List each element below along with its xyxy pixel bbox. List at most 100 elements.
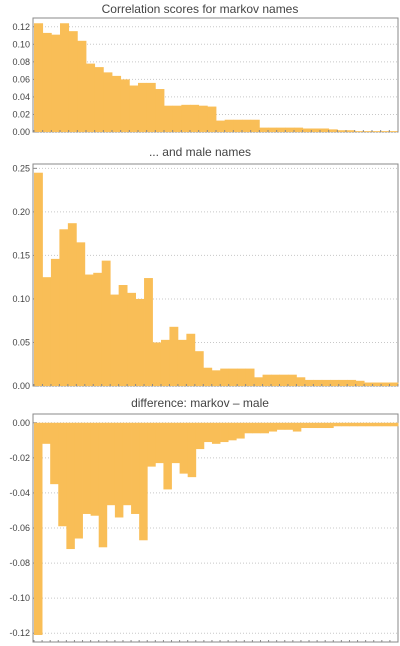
markov-bar [311,128,321,132]
markov-y-tick-label: 0.12 [12,22,30,32]
chart-markov-names: Correlation scores for markov names 0.00 0… [12,2,399,137]
markov-bar [146,82,156,132]
male-bar [42,277,52,386]
male-bar [110,294,120,386]
diff-bar [211,422,221,444]
diff-bar [220,422,229,443]
diff-bar [284,422,294,430]
diff-bar [276,422,286,430]
markov-y-tick-label: 0.08 [12,57,30,67]
markov-y-tick-label: 0.10 [12,39,30,49]
markov-bar [216,120,226,132]
diff-bar [74,422,83,539]
markov-y-tick-label: 0.04 [12,92,30,102]
diff-bar [244,422,253,434]
markov-bar [155,89,165,132]
diff-bar [381,422,391,427]
male-bar [211,370,221,386]
male-y-tick-label: 0.15 [12,250,30,260]
diff-y-tick-label: -0.02 [9,453,30,463]
male-bar [177,339,187,386]
diff-bar [131,422,140,514]
male-bar [34,172,43,386]
male-bar [127,292,136,386]
male-y-tick-label: 0.05 [12,337,30,347]
male-bar [347,379,357,386]
diff-chart-title: difference: markov – male [131,396,269,410]
markov-bar [198,105,208,132]
markov-bar [120,79,130,132]
markov-bar [363,131,373,132]
markov-bar [51,34,61,132]
male-bar [321,379,331,386]
markov-bar [294,127,304,132]
male-bar [67,223,77,386]
diff-bar [292,422,302,432]
diff-bar [42,422,51,444]
male-bar [59,229,69,386]
male-bar [186,333,196,386]
markov-bar [372,131,382,132]
diff-bar [163,422,172,490]
male-bar [287,374,297,386]
diff-bar [228,422,237,441]
diff-bar [317,422,326,429]
diff-bar [349,422,358,427]
markov-bar [250,119,260,132]
diff-y-tick-label: -0.06 [9,523,30,533]
markov-y-tick-label: 0.06 [12,74,30,84]
male-bar [330,379,340,386]
diff-bar [333,422,342,427]
diff-bar [122,422,132,506]
diff-y-tick-label: -0.12 [9,628,30,638]
male-bar [254,377,263,386]
male-y-tick-label: 0.25 [12,163,30,173]
markov-bar [354,131,364,132]
markov-bar [302,128,312,132]
male-bar [355,380,365,386]
chart-difference: difference: markov – male 0.00 -0.02 -0.04 -… [9,396,399,643]
male-bar [169,326,179,386]
diff-bar [268,422,278,432]
markov-bar [268,127,278,132]
diff-bar [58,422,67,527]
diff-bar [325,422,334,429]
markov-bar [94,67,104,132]
diff-bar [50,422,59,485]
markov-bar [233,119,243,132]
diff-y-tick-label: -0.04 [9,488,30,498]
male-bar [237,368,247,386]
markov-bar [242,119,252,132]
markov-bar [103,72,113,132]
male-bar [296,377,306,386]
male-bar [84,274,94,386]
markov-bar [224,119,234,132]
diff-y-tick-label: -0.08 [9,558,30,568]
markov-bar [138,82,148,132]
male-y-tick-label: 0.20 [12,207,30,217]
diff-bar [66,422,75,550]
diff-bar [155,422,164,464]
markov-bar [172,105,182,132]
male-y-tick-label: 0.00 [12,381,30,390]
chart-male-names: ... and male names 0.00 0.05 0.10 0.15 0.20 0.… [12,145,399,390]
diff-bar [373,422,383,427]
diff-bar [179,422,189,474]
male-chart-title: ... and male names [149,145,251,159]
markov-y-tick-label: 0.02 [12,109,30,119]
male-y-tick-label: 0.10 [12,294,30,304]
diff-bar [260,422,269,434]
male-bar [194,351,204,386]
markov-bar [346,130,356,132]
markov-bar [328,129,338,132]
diff-bar [187,422,197,478]
diff-bar [309,422,318,429]
markov-bar [207,106,217,132]
diff-bar [357,422,367,427]
markov-bar [337,130,347,132]
male-bar [389,382,399,386]
male-bar [262,374,272,386]
diff-bar [82,422,92,514]
markov-bar [276,127,286,132]
diff-bar [106,422,116,506]
